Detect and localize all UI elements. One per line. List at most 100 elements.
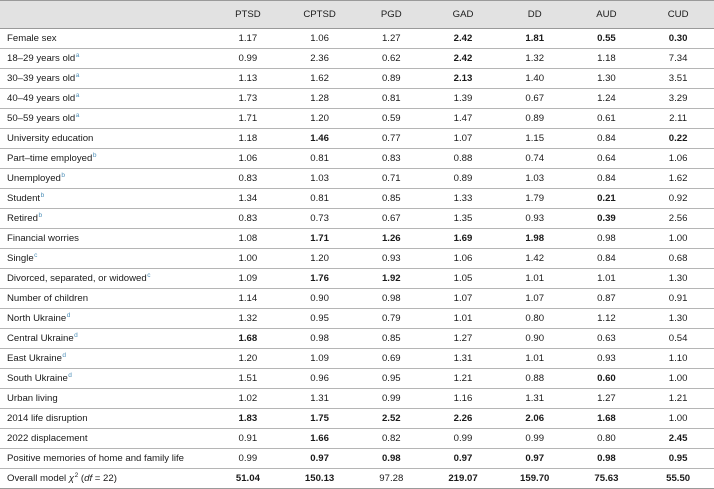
footnote-marker: a — [75, 71, 80, 79]
table-cell: 1.30 — [642, 268, 714, 289]
table-row: Singlec 1.00 1.20 0.93 1.06 1.42 0.84 0.68 — [0, 248, 714, 269]
table-row: Positive memories of home and family lif… — [0, 448, 714, 469]
table-cell: 0.97 — [427, 448, 499, 469]
table-cell: 0.84 — [570, 128, 643, 149]
row-label-text: Female sex — [7, 33, 57, 44]
row-label-text: 50–59 years old — [7, 113, 76, 124]
table-cell: 0.95 — [283, 308, 356, 329]
table-cell: 0.85 — [355, 188, 428, 209]
table-cell: 2.42 — [427, 28, 499, 49]
table-cell: 7.34 — [642, 48, 714, 69]
table-cell: 1.39 — [427, 88, 499, 109]
table-cell: 1.00 — [642, 228, 714, 249]
footnote-marker: a — [75, 51, 80, 59]
table-cell: 55.50 — [642, 468, 714, 489]
table-cell: 0.83 — [212, 168, 284, 189]
row-label: Retiredb — [0, 208, 213, 229]
header-aud: AUD — [570, 0, 643, 29]
table-cell: 0.30 — [642, 28, 714, 49]
table-cell: 0.99 — [212, 48, 284, 69]
table-cell: 2.56 — [642, 208, 714, 229]
table-header: PTSD CPTSD PGD GAD DD AUD CUD — [0, 0, 714, 29]
row-label-text: Number of children — [7, 293, 89, 304]
header-row: PTSD CPTSD PGD GAD DD AUD CUD — [0, 0, 714, 29]
table-body: Female sex 1.17 1.06 1.27 2.42 1.81 0.55 0.30 18… — [0, 28, 714, 489]
footnote-marker: a — [75, 111, 80, 119]
table-cell: 1.15 — [498, 128, 571, 149]
table-cell: 1.31 — [283, 388, 356, 409]
table-cell: 1.30 — [642, 308, 714, 329]
table-cell: 2.26 — [427, 408, 499, 429]
table-cell: 1.34 — [212, 188, 284, 209]
table-cell: 0.91 — [212, 428, 284, 449]
header-pgd: PGD — [355, 0, 428, 29]
table-cell: 0.98 — [570, 448, 643, 469]
table-cell: 219.07 — [427, 468, 499, 489]
table-cell: 75.63 — [570, 468, 643, 489]
table-cell: 2.42 — [427, 48, 499, 69]
table-row: Financial worries 1.08 1.71 1.26 1.69 1.98 0.9… — [0, 228, 714, 249]
table-cell: 1.27 — [427, 328, 499, 349]
table-cell: 1.62 — [642, 168, 714, 189]
footnote-marker: c — [34, 251, 38, 259]
table-cell: 2.52 — [355, 408, 428, 429]
table-cell: 1.20 — [283, 248, 356, 269]
table-cell: 1.01 — [427, 308, 499, 329]
model-fit-label: Overall model χ2 (df = 22) — [0, 468, 213, 489]
table-row: Urban living 1.02 1.31 0.99 1.16 1.31 1.27 1.21 — [0, 388, 714, 409]
table-cell: 1.00 — [642, 368, 714, 389]
table-cell: 1.27 — [570, 388, 643, 409]
table-row: 50–59 years olda 1.71 1.20 0.59 1.47 0.89 0.61… — [0, 108, 714, 129]
table-cell: 1.83 — [212, 408, 284, 429]
footnote-marker: b — [92, 151, 97, 159]
table-cell: 0.67 — [355, 208, 428, 229]
row-label-text: South Ukraine — [7, 373, 68, 384]
table-row: 18–29 years olda 0.99 2.36 0.62 2.42 1.32 1.18… — [0, 48, 714, 69]
table-cell: 0.82 — [355, 428, 428, 449]
table-cell: 0.99 — [498, 428, 571, 449]
table-cell: 1.71 — [283, 228, 356, 249]
table-cell: 3.29 — [642, 88, 714, 109]
table-cell: 0.67 — [498, 88, 571, 109]
table-cell: 1.40 — [498, 68, 571, 89]
model-fit-label-part: 2 — [74, 471, 79, 479]
row-label-text: Single — [7, 253, 34, 264]
table-cell: 2.13 — [427, 68, 499, 89]
table-cell: 1.06 — [427, 248, 499, 269]
table-row: Retiredb 0.83 0.73 0.67 1.35 0.93 0.39 2.56 — [0, 208, 714, 229]
table-cell: 1.06 — [212, 148, 284, 169]
table-cell: 0.77 — [355, 128, 428, 149]
row-label: 18–29 years olda — [0, 48, 213, 69]
table-cell: 0.55 — [570, 28, 643, 49]
table-cell: 0.89 — [427, 168, 499, 189]
table-row: 2014 life disruption 1.83 1.75 2.52 2.26 2.06… — [0, 408, 714, 429]
row-label-text: 30–39 years old — [7, 73, 76, 84]
table-cell: 0.61 — [570, 108, 643, 129]
table-cell: 1.01 — [498, 348, 571, 369]
table-cell: 97.28 — [355, 468, 428, 489]
table-cell: 1.16 — [427, 388, 499, 409]
table-cell: 1.18 — [212, 128, 284, 149]
table-cell: 2.11 — [642, 108, 714, 129]
table-cell: 1.30 — [570, 68, 643, 89]
row-label-text: Student — [7, 193, 41, 204]
table-cell: 1.09 — [212, 268, 284, 289]
row-label-text: University education — [7, 133, 94, 144]
table-cell: 1.18 — [570, 48, 643, 69]
table-cell: 1.98 — [498, 228, 571, 249]
table-row: Number of children 1.14 0.90 0.98 1.07 1.07 0.… — [0, 288, 714, 309]
row-label: Number of children — [0, 288, 213, 309]
table-cell: 0.83 — [212, 208, 284, 229]
row-label: 40–49 years olda — [0, 88, 213, 109]
table-cell: 1.76 — [283, 268, 356, 289]
footnote-marker: d — [68, 371, 72, 379]
table-cell: 0.92 — [642, 188, 714, 209]
model-fit-label-part: ( — [78, 473, 85, 484]
table-row: 2022 displacement 0.91 1.66 0.82 0.99 0.99 0.8… — [0, 428, 714, 449]
row-label-text: Central Ukraine — [7, 333, 74, 344]
table-cell: 0.79 — [355, 308, 428, 329]
table-cell: 0.88 — [498, 368, 571, 389]
table-cell: 0.89 — [355, 68, 428, 89]
table-cell: 0.95 — [355, 368, 428, 389]
